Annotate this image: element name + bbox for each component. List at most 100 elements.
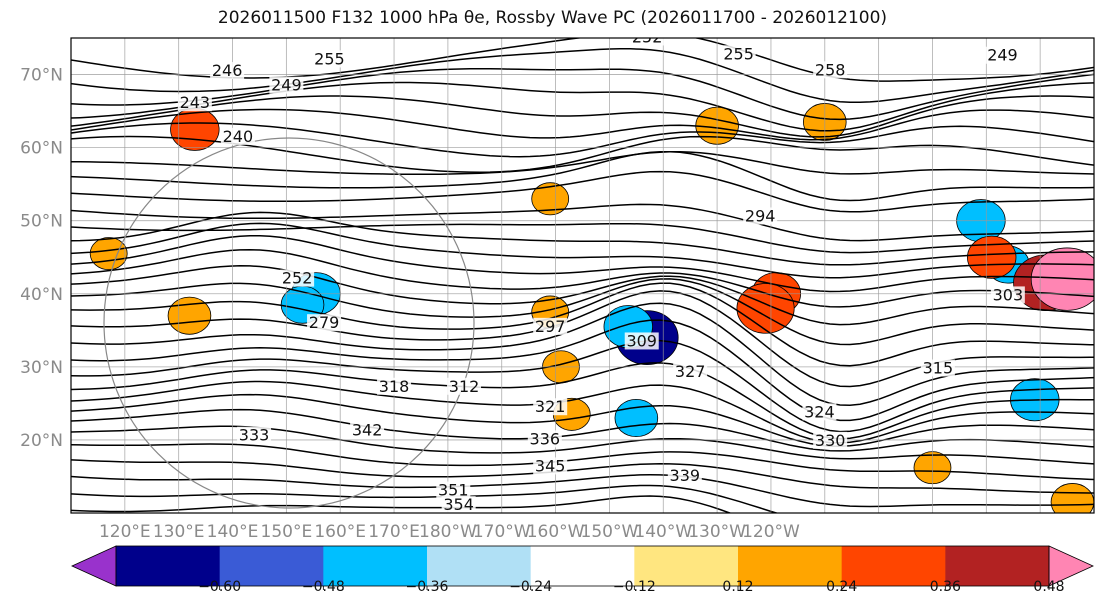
anomaly-patch bbox=[614, 398, 659, 437]
contour-label: 312 bbox=[449, 377, 480, 396]
anomaly-patch bbox=[89, 237, 128, 271]
latitude-tick-label: 70°N bbox=[20, 66, 63, 86]
contour-label: 243 bbox=[180, 93, 211, 112]
theta-e-contour bbox=[71, 81, 1094, 132]
contour-label: 279 bbox=[309, 313, 340, 332]
contour-label: 309 bbox=[626, 331, 657, 350]
theta-e-contour bbox=[71, 222, 1094, 254]
contour-label-background bbox=[813, 61, 848, 79]
theta-e-contour bbox=[71, 108, 1094, 141]
contour-label-background bbox=[280, 269, 315, 287]
theta-e-contour bbox=[71, 484, 779, 513]
contour-label-background bbox=[533, 317, 568, 335]
contour-label: 255 bbox=[314, 49, 345, 68]
colorbar-extend-min bbox=[71, 545, 117, 587]
colorbar-tick-label: 0.36 bbox=[930, 579, 961, 595]
contour-label-background bbox=[436, 481, 471, 499]
theta-e-contour bbox=[71, 68, 1094, 121]
colorbar-segment bbox=[738, 546, 843, 586]
longitude-tick-label: 170°W bbox=[473, 522, 531, 542]
plot-frame bbox=[70, 37, 1095, 514]
contour-label-background bbox=[920, 359, 955, 377]
contour-label: 318 bbox=[379, 377, 410, 396]
contour-label: 336 bbox=[530, 429, 561, 448]
contour-label-background bbox=[447, 377, 482, 395]
colorbar-tick-label: −0.48 bbox=[302, 579, 345, 595]
contour-label-background bbox=[237, 426, 272, 444]
contour-label: 246 bbox=[212, 61, 243, 80]
longitude-tick-label: 130°E bbox=[153, 522, 205, 542]
longitude-tick-label: 150°E bbox=[261, 522, 313, 542]
contour-label: 339 bbox=[670, 466, 701, 485]
contour-label-background bbox=[307, 314, 342, 332]
theta-e-contour bbox=[71, 459, 1094, 494]
contour-label-background bbox=[312, 50, 347, 68]
colorbar-segment bbox=[116, 546, 221, 586]
theta-e-contour bbox=[71, 122, 1094, 158]
latitude-tick-label: 60°N bbox=[20, 139, 63, 159]
longitude-tick-label: 120°W bbox=[742, 522, 800, 542]
contour-label-background bbox=[813, 431, 848, 449]
theta-e-contour bbox=[71, 278, 1094, 346]
contour-label: 249 bbox=[271, 76, 302, 95]
anomaly-patch bbox=[531, 182, 570, 216]
contour-label-background bbox=[721, 45, 756, 63]
contour-label-background bbox=[177, 94, 212, 112]
colorbar-tick-label: 0.12 bbox=[722, 579, 753, 595]
colorbar-tick-label: −0.60 bbox=[198, 579, 241, 595]
theta-e-contour bbox=[71, 362, 1094, 440]
colorbar-segment bbox=[530, 546, 635, 586]
contour-label: 327 bbox=[675, 362, 706, 381]
contour-label-background bbox=[527, 430, 562, 448]
theta-e-contour bbox=[71, 48, 1094, 104]
longitude-tick-label: 160°E bbox=[314, 522, 366, 542]
contour-label-background bbox=[350, 421, 385, 439]
contour-label-background bbox=[220, 127, 255, 145]
theta-e-contour bbox=[71, 151, 1094, 176]
theta-e-contour bbox=[71, 150, 1094, 202]
colorbar-segment bbox=[323, 546, 428, 586]
colorbar-tick-label: −0.24 bbox=[509, 579, 552, 595]
theta-e-contour bbox=[71, 302, 1094, 407]
longitude-tick-label: 120°E bbox=[99, 522, 151, 542]
theta-e-contour bbox=[71, 170, 1094, 213]
contour-label: 345 bbox=[535, 456, 566, 475]
theta-e-contour bbox=[71, 474, 1094, 508]
anomaly-patch bbox=[967, 235, 1017, 279]
colorbar-tick-label: −0.12 bbox=[613, 579, 656, 595]
contour-label-background bbox=[667, 466, 702, 484]
contour-label: 297 bbox=[535, 317, 566, 336]
theta-e-contour bbox=[71, 95, 1094, 138]
latitude-tick-label: 20°N bbox=[20, 431, 63, 451]
longitude-tick-label: 170°E bbox=[368, 522, 420, 542]
theta-e-contour bbox=[71, 319, 1094, 422]
contour-label-background bbox=[269, 76, 304, 94]
longitude-axis: 120°E 130°E 140°E 150°E 160°E 170°E 180°W170°W… bbox=[99, 522, 800, 542]
latitude-axis: 70°N 60°N 50°N 40°N 30°N 20°N bbox=[20, 66, 63, 451]
colorbar-tick-label: −0.36 bbox=[406, 579, 449, 595]
theta-e-contour bbox=[71, 222, 1094, 279]
contour-label: 303 bbox=[993, 285, 1024, 304]
theta-e-contour bbox=[71, 408, 1094, 452]
contour-label-background bbox=[533, 457, 568, 475]
contour-label: 252 bbox=[282, 269, 313, 288]
theta-e-contour bbox=[71, 248, 1094, 308]
contour-label: 255 bbox=[723, 44, 754, 63]
contour-label-background bbox=[630, 38, 665, 46]
contour-label: 324 bbox=[804, 402, 835, 421]
theta-e-contour bbox=[71, 443, 1094, 481]
contour-label: 333 bbox=[239, 426, 270, 445]
colorbar-segment bbox=[634, 546, 739, 586]
theta-e-contours bbox=[71, 38, 1094, 513]
longitude-tick-label: 150°W bbox=[581, 522, 639, 542]
contour-label: 258 bbox=[815, 60, 846, 79]
contour-label-background bbox=[985, 46, 1020, 64]
contour-label: 315 bbox=[923, 359, 954, 378]
figure-title: 2026011500 F132 1000 hPa θe, Rossby Wave… bbox=[217, 8, 888, 28]
plot-background bbox=[71, 38, 1094, 513]
theta-e-contour bbox=[71, 339, 1094, 433]
colorbar-segment bbox=[219, 546, 324, 586]
latitude-tick-label: 30°N bbox=[20, 358, 63, 378]
contour-label: 351 bbox=[438, 481, 469, 500]
